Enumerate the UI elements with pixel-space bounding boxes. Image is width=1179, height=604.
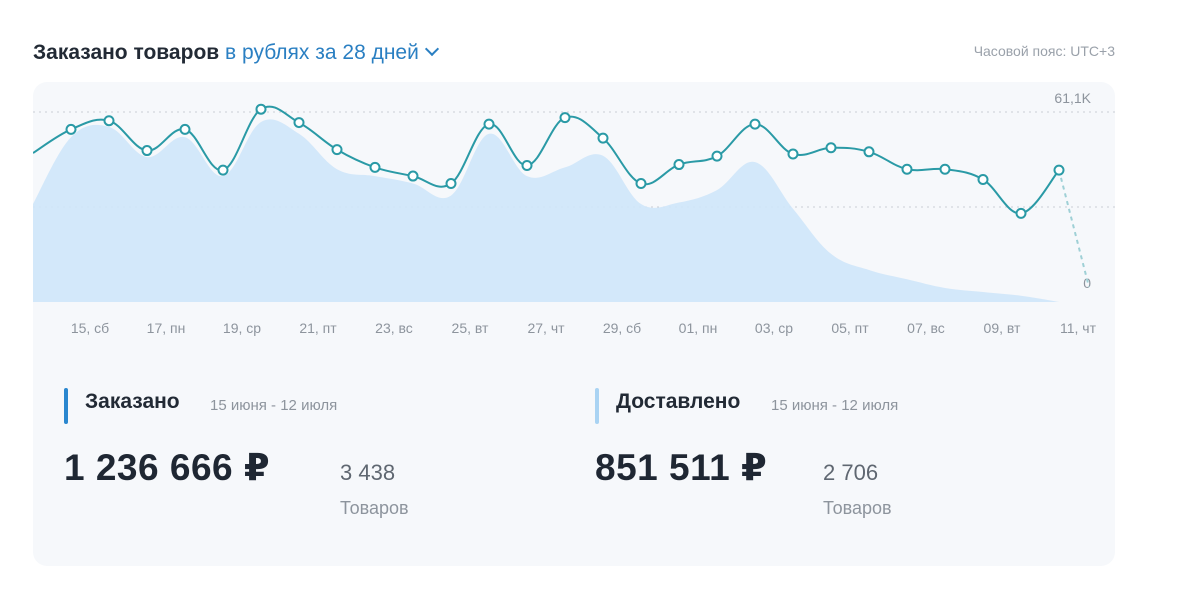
ordered-point[interactable]: [901, 163, 913, 175]
ordered-point[interactable]: [863, 146, 875, 158]
stat-delivered-period: 15 июня - 12 июля: [771, 397, 899, 414]
ordered-line: [33, 105, 1060, 215]
x-tick-label: 27, чт: [527, 320, 565, 336]
ordered-point[interactable]: [445, 178, 457, 190]
ordered-series: [33, 103, 1090, 288]
stat-ordered-count: 3 438: [340, 460, 396, 485]
x-tick-label: 03, ср: [755, 320, 793, 336]
ordered-point[interactable]: [369, 161, 381, 173]
stat-ordered-accent: [64, 388, 68, 424]
x-tick-label: 17, пн: [147, 320, 186, 336]
period-selector[interactable]: в рублях за 28 дней: [225, 41, 439, 64]
ordered-point[interactable]: [749, 118, 761, 130]
period-selector-label[interactable]: в рублях за 28 дней: [225, 41, 419, 64]
ordered-point[interactable]: [179, 123, 191, 135]
ordered-point[interactable]: [597, 132, 609, 144]
ordered-point[interactable]: [977, 173, 989, 185]
ordered-point[interactable]: [1015, 207, 1027, 219]
ordered-point[interactable]: [825, 142, 837, 154]
ordered-point[interactable]: [939, 163, 951, 175]
delivered-area: [33, 119, 1059, 302]
ordered-point[interactable]: [217, 164, 229, 176]
chart-title-main: Заказано товаров: [33, 41, 220, 64]
x-tick-label: 15, сб: [71, 320, 109, 336]
stat-delivered-label: Доставлено: [616, 390, 741, 413]
x-tick-label: 11, чт: [1060, 320, 1097, 336]
x-tick-label: 21, пт: [299, 320, 337, 336]
x-tick-label: 19, ср: [223, 320, 261, 336]
ordered-point[interactable]: [521, 159, 533, 171]
chart-card: 61,1K 0 15, сб 17, пн 19, ср 21, пт 23, вс 25…: [33, 82, 1115, 566]
stat-ordered-amount: 1 236 666 ₽: [64, 447, 271, 488]
chevron-down-icon[interactable]: [424, 41, 439, 57]
ordered-point[interactable]: [483, 118, 495, 130]
stat-delivered-accent: [595, 388, 599, 424]
ordered-point[interactable]: [711, 150, 723, 162]
stat-delivered[interactable]: Доставлено 15 июня - 12 июля 851 511 ₽ 2…: [595, 384, 1095, 544]
orders-chart[interactable]: 61,1K 0 15, сб 17, пн 19, ср 21, пт 23, вс 25…: [33, 82, 1115, 352]
ordered-point[interactable]: [141, 145, 153, 157]
ordered-point[interactable]: [293, 117, 305, 129]
y-axis-max-label: 61,1K: [1054, 90, 1091, 106]
ordered-point[interactable]: [331, 144, 343, 156]
x-tick-label: 23, вс: [375, 320, 413, 336]
ordered-point[interactable]: [255, 103, 267, 115]
y-axis-min-label: 0: [1083, 275, 1091, 291]
stat-delivered-unit: Товаров: [823, 498, 892, 518]
x-tick-label: 05, пт: [831, 320, 869, 336]
x-tick-label: 01, пн: [679, 320, 718, 336]
ordered-point[interactable]: [103, 115, 115, 127]
stat-ordered-unit: Товаров: [340, 498, 409, 518]
ordered-point[interactable]: [1053, 164, 1065, 176]
chart-header: Заказано товаров в рублях за 28 дней Час…: [33, 38, 1115, 68]
stat-ordered-period: 15 июня - 12 июля: [210, 397, 338, 414]
ordered-line-projection: [1058, 169, 1090, 288]
ordered-point[interactable]: [559, 112, 571, 124]
x-tick-label: 07, вс: [907, 320, 945, 336]
stat-ordered-label: Заказано: [85, 390, 180, 413]
delivered-series: [33, 119, 1059, 302]
ordered-point[interactable]: [787, 148, 799, 160]
chart-title: Заказано товаров в рублях за 28 дней: [33, 38, 439, 68]
ordered-point[interactable]: [673, 159, 685, 171]
x-tick-label: 29, сб: [603, 320, 641, 336]
x-tick-label: 25, вт: [452, 320, 489, 336]
ordered-point[interactable]: [635, 178, 647, 190]
ordered-point[interactable]: [407, 170, 419, 182]
stat-delivered-amount: 851 511 ₽: [595, 447, 768, 488]
stat-delivered-count: 2 706: [823, 460, 879, 485]
timezone-label: Часовой пояс: UTC+3: [973, 43, 1115, 59]
stat-ordered[interactable]: Заказано 15 июня - 12 июля 1 236 666 ₽ 3…: [64, 384, 564, 544]
x-axis-ticks: 15, сб 17, пн 19, ср 21, пт 23, вс 25, вт 27, …: [71, 320, 1097, 336]
x-tick-label: 09, вт: [984, 320, 1021, 336]
ordered-point[interactable]: [65, 123, 77, 135]
